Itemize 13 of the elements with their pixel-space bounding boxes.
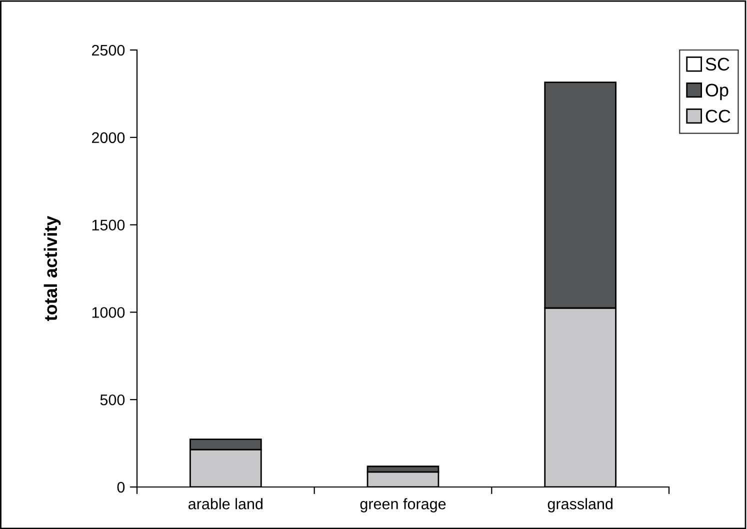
y-tick-label: 1500 [92,220,125,230]
y-tick-label: 1000 [92,307,125,318]
x-tick-label: grassland [548,498,612,512]
legend-label: CC [706,110,730,122]
x-tick-label: green forage [360,498,446,512]
legend-label: Op [706,84,728,100]
x-tick-label: arable land [188,498,262,510]
y-tick-label: 2000 [92,132,125,144]
legend-label: SC [706,58,730,71]
y-tick-label: 2500 [92,44,125,56]
y-tick-label: 0 [117,482,125,493]
y-axis-title: total activity [44,216,61,321]
y-tick-label: 500 [100,394,125,406]
